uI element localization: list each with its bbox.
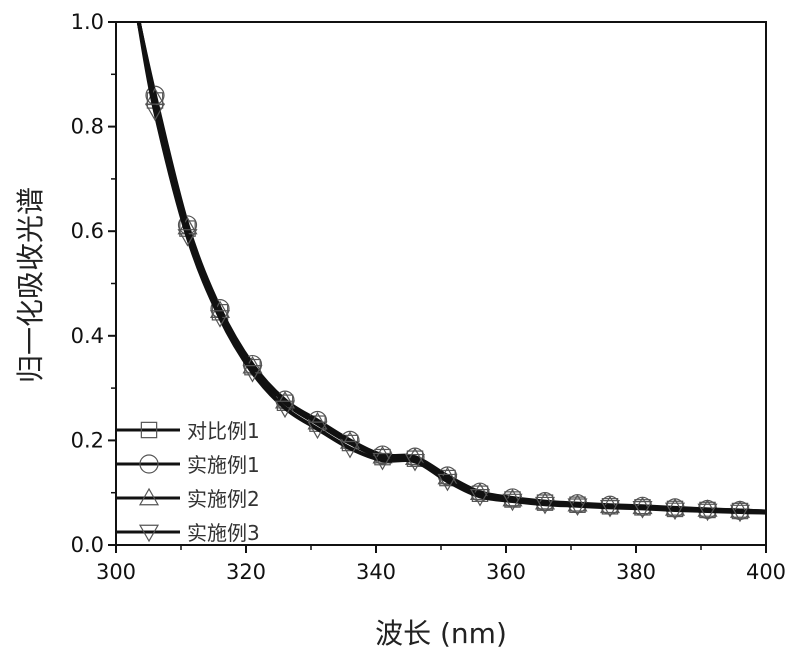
triangle-down-marker bbox=[469, 489, 491, 507]
y-tick-label: 0.4 bbox=[71, 324, 104, 348]
triangle-down-marker bbox=[307, 421, 328, 440]
legend-item-4: 实施例3 bbox=[117, 521, 260, 545]
triangle-down-marker bbox=[372, 452, 393, 471]
triangle-down-marker bbox=[177, 229, 198, 247]
triangle-down-marker bbox=[697, 503, 718, 522]
legend-label: 实施例2 bbox=[187, 487, 260, 511]
y-tick-label: 0.8 bbox=[71, 115, 104, 139]
series-group bbox=[136, 21, 767, 523]
triangle-up-marker bbox=[697, 499, 718, 517]
axes: 300 320 340 360 380 400 0.0 0.2 0.4 0.6 0.8 1.0 bbox=[71, 10, 786, 584]
x-axis-label: 波长 (nm) bbox=[375, 617, 507, 650]
triangle-up-marker bbox=[372, 445, 393, 464]
triangle-up-marker bbox=[567, 493, 588, 512]
triangle-down-marker bbox=[144, 103, 166, 122]
triangle-up-marker bbox=[502, 488, 523, 507]
legend-label: 实施例1 bbox=[187, 453, 260, 477]
legend: 对比例1 实施例1 实施例2 实施例3 bbox=[117, 419, 260, 545]
triangle-down-marker bbox=[534, 496, 556, 515]
y-tick-label: 0.2 bbox=[71, 428, 104, 452]
square-marker bbox=[140, 421, 158, 439]
triangle-down-marker bbox=[664, 502, 686, 521]
triangle-down-marker bbox=[274, 400, 296, 419]
triangle-up-marker bbox=[664, 498, 686, 516]
triangle-down-marker bbox=[632, 501, 653, 519]
y-axis-label: 归一化吸收光谱 bbox=[14, 187, 47, 383]
legend-label: 实施例3 bbox=[187, 521, 260, 545]
triangle-down-marker bbox=[502, 493, 523, 512]
x-tick-label: 360 bbox=[486, 560, 526, 584]
triangle-down-marker bbox=[339, 440, 361, 459]
triangle-up-marker bbox=[437, 466, 458, 485]
x-tick-label: 340 bbox=[356, 560, 396, 584]
series-line bbox=[136, 21, 767, 515]
legend-item-3: 实施例2 bbox=[117, 487, 260, 511]
triangle-down-marker bbox=[599, 499, 621, 518]
x-tick-label: 380 bbox=[616, 560, 656, 584]
triangle-up-marker bbox=[534, 491, 556, 510]
triangle-up-marker bbox=[138, 487, 160, 506]
triangle-down-marker bbox=[567, 498, 588, 516]
circle-marker bbox=[139, 454, 159, 474]
series-1 bbox=[136, 21, 767, 520]
legend-label: 对比例1 bbox=[187, 419, 260, 443]
triangle-down-marker bbox=[404, 453, 426, 472]
x-tick-label: 300 bbox=[96, 560, 136, 584]
triangle-down-marker bbox=[138, 524, 160, 543]
triangle-down-marker bbox=[242, 365, 263, 383]
series-4 bbox=[136, 21, 767, 523]
y-tick-label: 0.6 bbox=[71, 219, 104, 243]
x-tick-label: 320 bbox=[226, 560, 266, 584]
series-2 bbox=[136, 21, 767, 521]
legend-item-2: 实施例1 bbox=[117, 453, 260, 477]
y-tick-label: 1.0 bbox=[71, 10, 104, 34]
triangle-up-marker bbox=[599, 495, 621, 514]
triangle-down-marker bbox=[209, 310, 231, 328]
triangle-up-marker bbox=[632, 496, 653, 515]
triangle-up-marker bbox=[469, 482, 491, 501]
triangle-up-marker bbox=[404, 447, 426, 466]
legend-item-1: 对比例1 bbox=[117, 419, 260, 443]
triangle-down-marker bbox=[729, 504, 751, 523]
triangle-up-marker bbox=[729, 500, 751, 518]
y-tick-label: 0.0 bbox=[71, 533, 104, 557]
triangle-down-marker bbox=[437, 473, 458, 492]
x-tick-label: 400 bbox=[746, 560, 786, 584]
